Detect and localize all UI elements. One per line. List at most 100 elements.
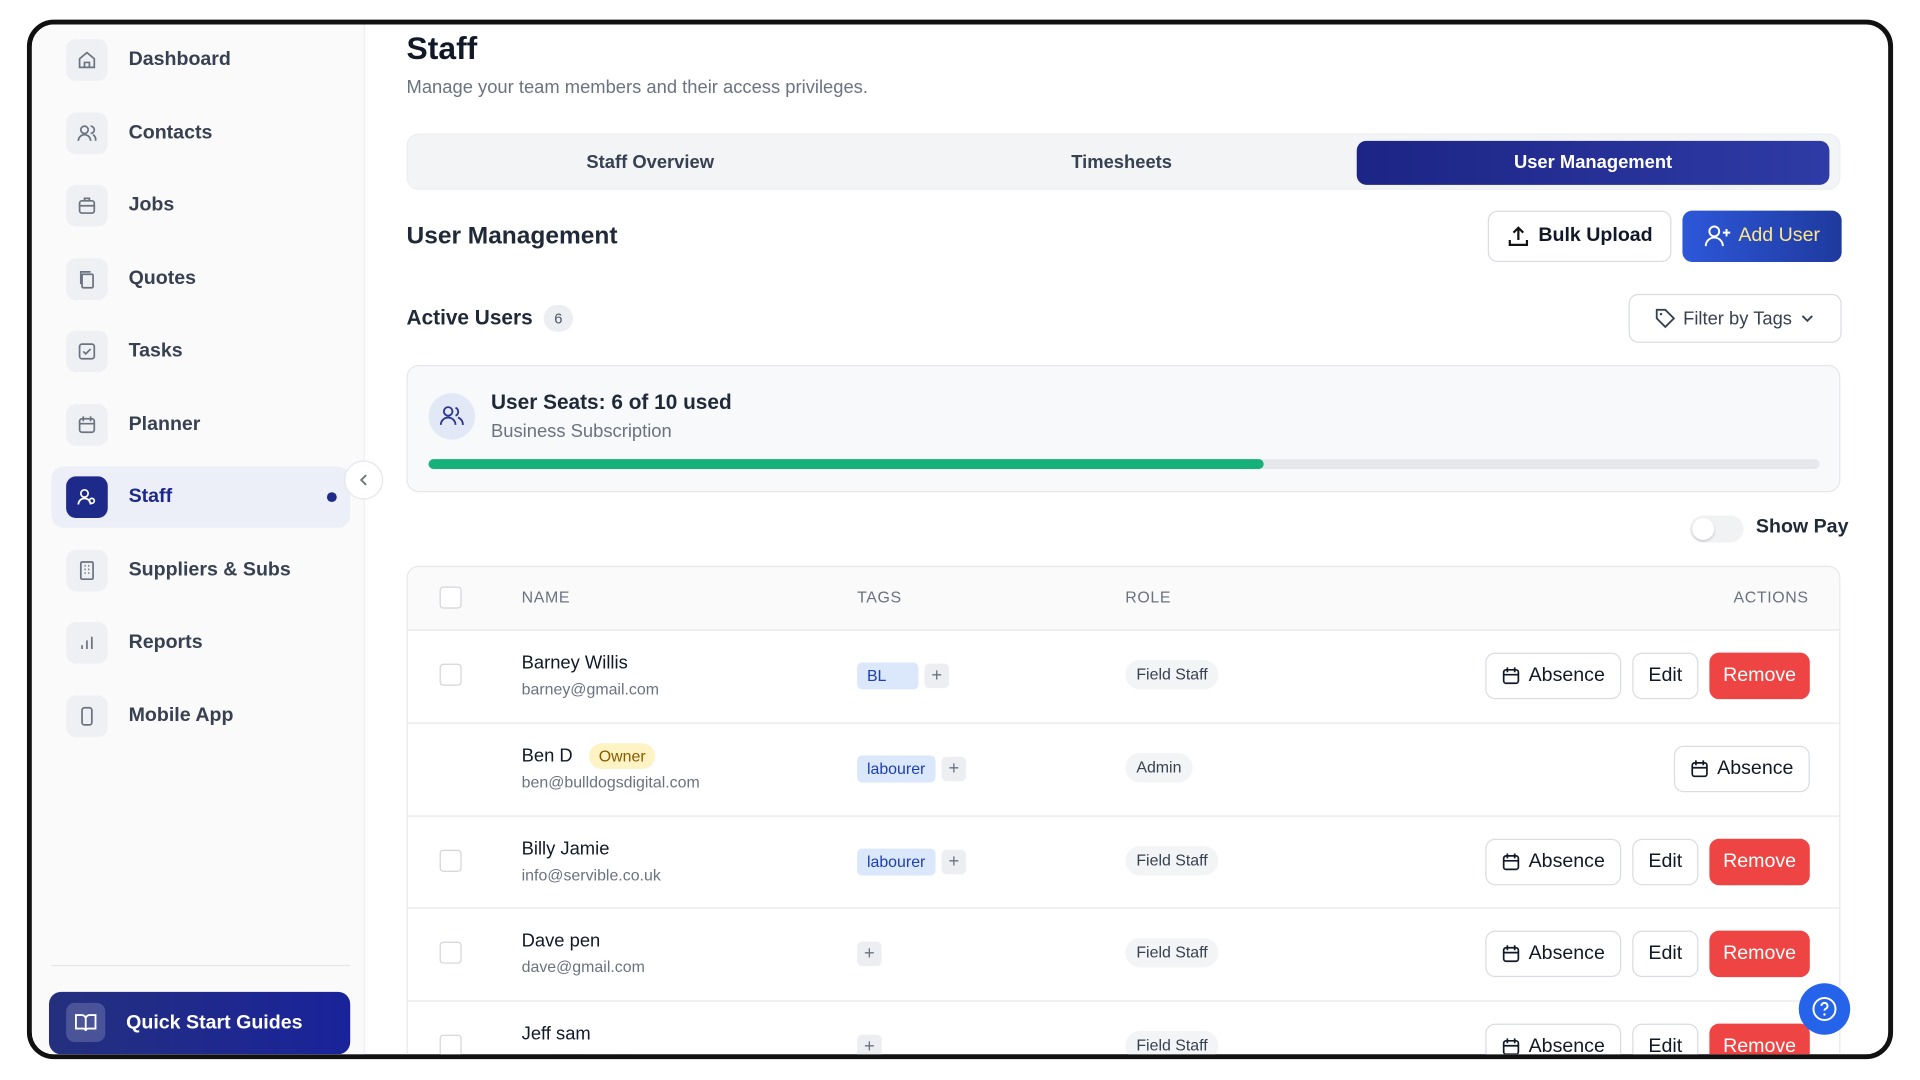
nav-label: Mobile App <box>128 704 234 726</box>
action-label: Edit <box>1648 850 1683 872</box>
user-email: barney@gmail.com <box>521 679 660 698</box>
action-button[interactable]: Absence <box>1485 931 1622 978</box>
nav-label: Quotes <box>128 267 197 289</box>
row-divider <box>407 1000 1840 1002</box>
action-label: Absence <box>1717 757 1794 779</box>
action-button[interactable]: Edit <box>1632 838 1699 885</box>
column-header: TAGS <box>857 587 902 607</box>
action-button[interactable]: Edit <box>1632 652 1699 700</box>
nav-item[interactable]: Reports <box>51 612 350 673</box>
role-pill: Field Staff <box>1125 660 1219 690</box>
nav-icon <box>66 39 108 81</box>
action-label: Absence <box>1528 943 1605 965</box>
app-window: Quick Start Guides Dashboard Contacts Jobs… <box>26 19 1894 1060</box>
nav-label: Contacts <box>128 121 213 143</box>
nav-item[interactable]: Suppliers & Subs <box>51 539 350 600</box>
action-button[interactable]: Remove <box>1709 652 1810 700</box>
section-title: User Management <box>406 222 618 250</box>
action-label: Absence <box>1528 664 1605 686</box>
quick-start-label: Quick Start Guides <box>126 1012 303 1034</box>
action-button[interactable]: Absence <box>1485 1023 1622 1055</box>
column-header: NAME <box>521 587 571 607</box>
filter-label: Filter by Tags <box>1683 307 1793 329</box>
action-label: Remove <box>1723 664 1797 686</box>
role-pill: Admin <box>1125 752 1193 783</box>
action-label: Edit <box>1648 664 1683 686</box>
nav-item[interactable]: Staff <box>51 466 351 528</box>
add-user-button[interactable]: Add User <box>1682 210 1842 263</box>
nav-icon <box>66 403 108 446</box>
nav-label: Dashboard <box>128 48 231 70</box>
tag-pill: BL <box>857 662 919 690</box>
action-button[interactable]: Remove <box>1709 838 1810 885</box>
add-tag-button[interactable]: + <box>857 1034 882 1055</box>
action-button[interactable]: Absence <box>1673 745 1810 792</box>
action-button[interactable]: Remove <box>1709 931 1810 978</box>
tab[interactable]: User Management <box>1356 140 1830 185</box>
add-tag-button[interactable]: + <box>941 849 967 874</box>
add-tag-button[interactable]: + <box>857 942 882 967</box>
bulk-upload-label: Bulk Upload <box>1538 225 1653 247</box>
nav-label: Jobs <box>128 194 175 216</box>
filter-dropdown[interactable]: Filter by Tags <box>1628 293 1842 343</box>
tab[interactable]: Timesheets <box>1071 151 1172 173</box>
role-pill: Field Staff <box>1125 845 1219 876</box>
help-button[interactable] <box>1798 983 1851 1035</box>
collapse-button[interactable] <box>344 460 384 500</box>
owner-badge: Owner <box>588 743 656 769</box>
user-name: Barney Willis <box>521 652 628 674</box>
separator <box>51 964 351 967</box>
action-button[interactable]: Absence <box>1485 652 1622 700</box>
row-checkbox[interactable] <box>439 586 462 609</box>
user-email: samjeff@gmail.com <box>522 1051 662 1054</box>
nav-item[interactable]: Mobile App <box>51 685 350 746</box>
users-table: NAME TAGS ROLE ACTIONS Barney Willis barney@g… <box>406 565 1841 1055</box>
seats-progress-track <box>428 459 1820 469</box>
user-name: Ben D <box>521 745 573 767</box>
row-checkbox[interactable] <box>439 663 462 686</box>
active-users-label: Active Users <box>406 306 533 330</box>
column-header: ACTIONS <box>1733 587 1809 607</box>
role-pill: Field Staff <box>1125 1031 1219 1055</box>
quick-start-button[interactable]: Quick Start Guides <box>48 991 351 1055</box>
sidebar: Quick Start Guides Dashboard Contacts Jobs… <box>31 24 365 1055</box>
add-tag-button[interactable]: + <box>941 756 967 781</box>
row-checkbox[interactable] <box>439 1034 462 1055</box>
seats-plan: Business Subscription <box>491 421 672 443</box>
show-pay-toggle[interactable] <box>1689 515 1744 543</box>
nav-item[interactable]: Tasks <box>51 321 350 382</box>
user-name: Billy Jamie <box>521 838 610 860</box>
nav-item[interactable]: Contacts <box>51 102 350 163</box>
seats-card: User Seats: 6 of 10 used Business Subscr… <box>406 364 1841 493</box>
action-button[interactable]: Edit <box>1632 1023 1699 1055</box>
row-checkbox[interactable] <box>439 942 462 965</box>
user-email: dave@gmail.com <box>521 958 645 977</box>
nav-icon <box>66 476 108 518</box>
bulk-upload-button[interactable]: Bulk Upload <box>1487 210 1672 263</box>
page-subtitle: Manage your team members and their acces… <box>406 77 868 98</box>
nav-item[interactable]: Quotes <box>51 248 350 309</box>
nav-item[interactable]: Dashboard <box>51 29 350 90</box>
column-header: ROLE <box>1125 587 1172 607</box>
add-tag-button[interactable]: + <box>924 663 949 689</box>
action-button[interactable]: Edit <box>1632 931 1699 978</box>
nav-label: Suppliers & Subs <box>128 558 291 580</box>
tab[interactable]: Staff Overview <box>586 151 715 173</box>
action-label: Absence <box>1528 850 1605 872</box>
nav-icon <box>66 694 108 737</box>
nav-item[interactable]: Jobs <box>51 175 350 236</box>
action-button[interactable]: Remove <box>1709 1023 1810 1055</box>
nav-icon <box>66 330 108 373</box>
seats-title: User Seats: 6 of 10 used <box>491 390 732 414</box>
nav-icon <box>66 257 108 300</box>
nav-label: Planner <box>128 413 201 435</box>
row-checkbox[interactable] <box>439 849 462 872</box>
active-users-count: 6 <box>543 304 574 332</box>
nav-label: Staff <box>128 486 173 507</box>
nav-item[interactable]: Planner <box>51 394 350 455</box>
action-button[interactable]: Absence <box>1485 838 1622 885</box>
action-label: Remove <box>1723 943 1797 965</box>
row-divider <box>407 815 1840 817</box>
tag-pill: labourer <box>857 848 936 876</box>
